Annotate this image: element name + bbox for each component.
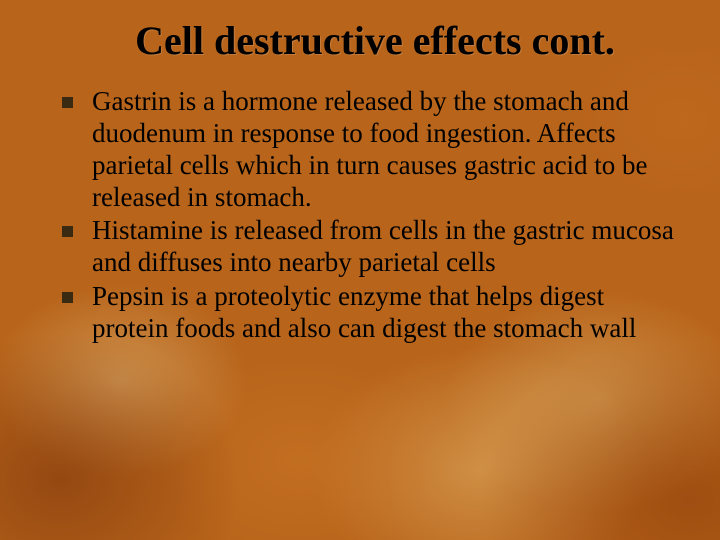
bullet-list: Gastrin is a hormone released by the sto… [36,86,684,345]
list-item: Gastrin is a hormone released by the sto… [56,86,678,213]
slide-title: Cell destructive effects cont. [36,18,684,64]
list-item: Pepsin is a proteolytic enzyme that help… [56,281,678,345]
slide-content: Cell destructive effects cont. Gastrin i… [0,0,720,345]
list-item: Histamine is released from cells in the … [56,215,678,279]
slide: Cell destructive effects cont. Gastrin i… [0,0,720,540]
